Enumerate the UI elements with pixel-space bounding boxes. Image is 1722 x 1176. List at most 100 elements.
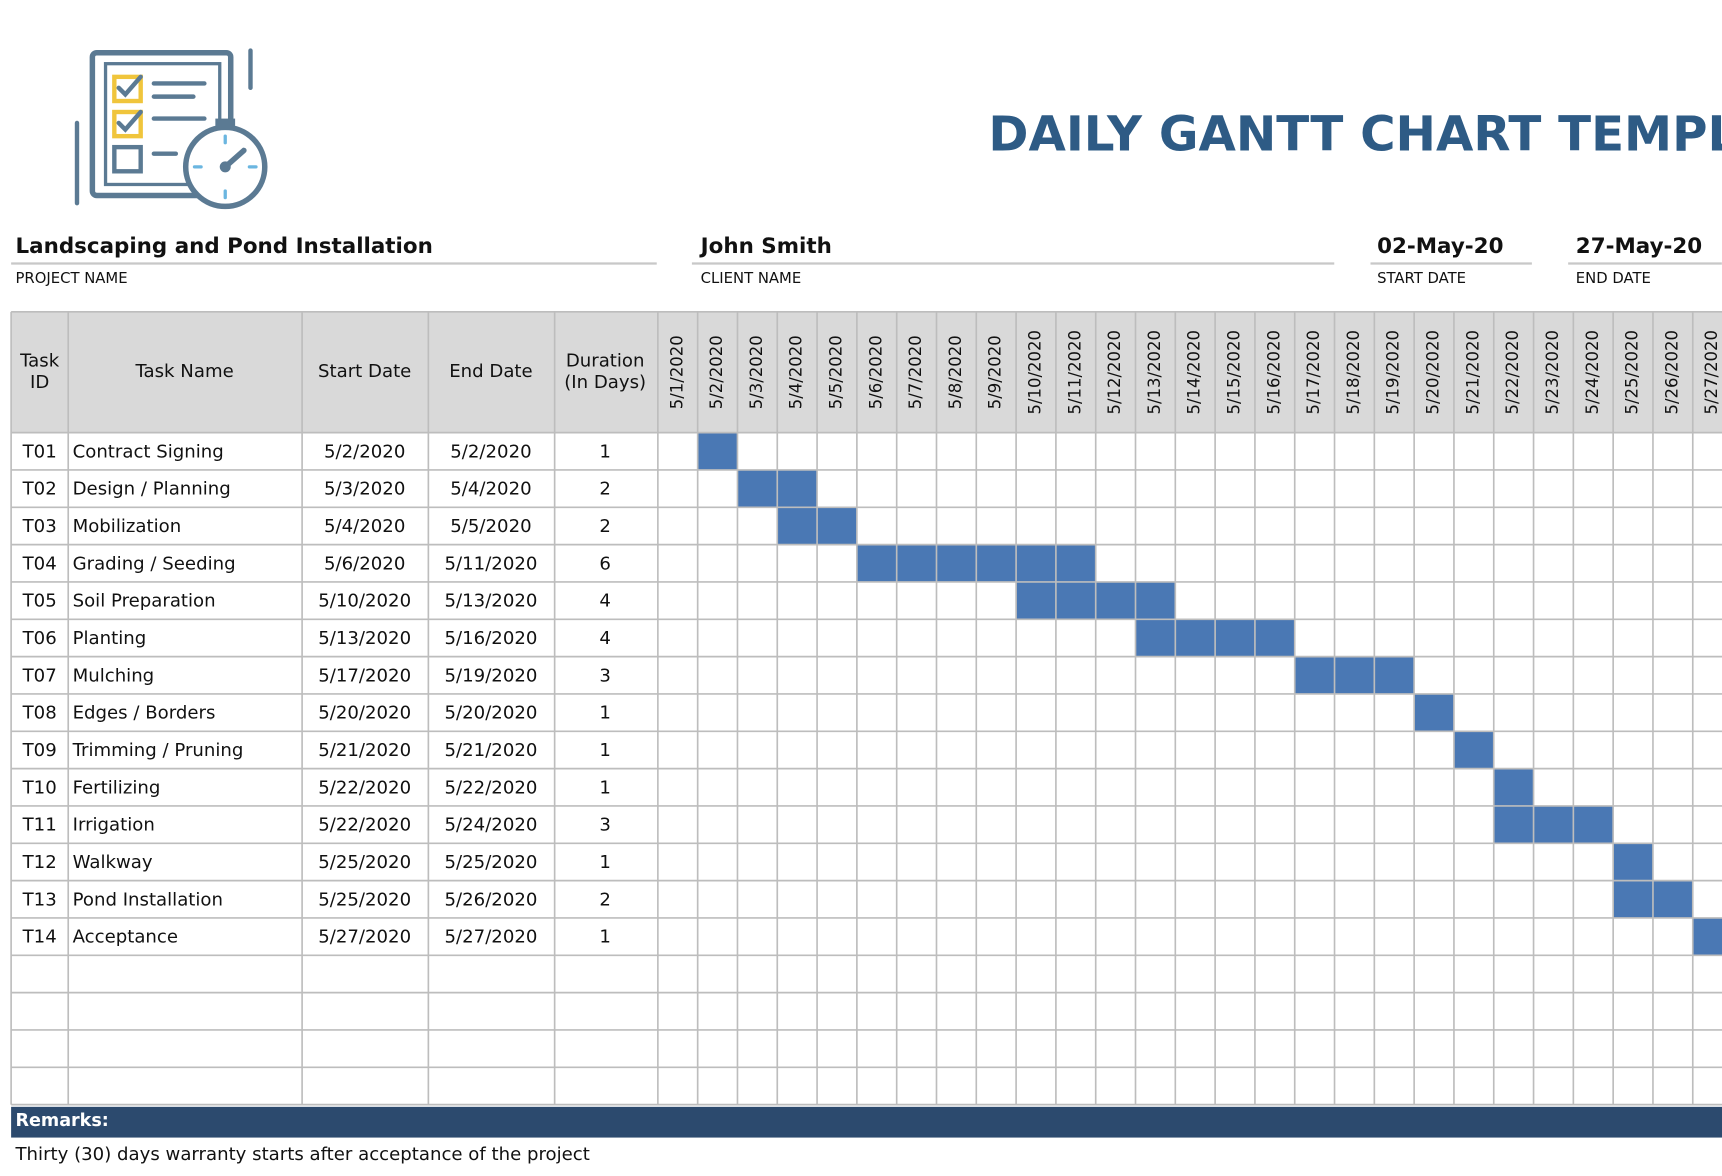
table-cell: 5/20/2020	[445, 703, 538, 724]
table-cell: 5/25/2020	[318, 889, 411, 910]
date-header: 5/25/2020	[1623, 330, 1642, 414]
table-cell: T09	[22, 740, 57, 761]
header-bg	[11, 311, 1722, 433]
column-header: Task ID	[19, 350, 60, 393]
gantt-cell	[1135, 581, 1176, 620]
end-date: 27-May-20	[1576, 234, 1702, 259]
date-header: 5/8/2020	[946, 335, 965, 409]
date-header: 5/1/2020	[667, 335, 686, 409]
date-header: 5/26/2020	[1662, 330, 1681, 414]
gantt-cell	[1652, 880, 1693, 918]
gantt-cell	[1254, 619, 1295, 657]
date-header: 5/17/2020	[1304, 330, 1323, 414]
date-header: 5/23/2020	[1543, 330, 1562, 414]
date-header: 5/14/2020	[1185, 330, 1204, 414]
gantt-cell	[1135, 619, 1176, 657]
date-header: 5/7/2020	[906, 335, 925, 409]
table-cell: 2	[599, 889, 611, 910]
table-cell: 5/13/2020	[318, 628, 411, 649]
date-header: 5/24/2020	[1583, 330, 1602, 414]
date-header: 5/3/2020	[747, 335, 766, 409]
gantt-cell	[1055, 544, 1096, 582]
table-cell: 1	[599, 441, 611, 462]
table-cell: T10	[22, 777, 57, 798]
table-cell: 5/22/2020	[445, 777, 538, 798]
gantt-cell	[1613, 843, 1653, 881]
table-cell: 5/25/2020	[318, 852, 411, 873]
table-cell: 5/11/2020	[445, 553, 538, 574]
table-cell: 1	[599, 740, 611, 761]
table-cell: T08	[22, 703, 57, 724]
gantt-cell	[1055, 581, 1096, 620]
table-cell: Fertilizing	[73, 777, 161, 798]
table-cell: T07	[22, 665, 57, 686]
table-cell: T13	[22, 889, 57, 910]
table-cell: 5/22/2020	[318, 777, 411, 798]
table-cell: 5/24/2020	[445, 815, 538, 836]
table-cell: T11	[22, 815, 57, 836]
gantt-cell	[856, 544, 897, 582]
gantt-cell	[1215, 619, 1255, 657]
date-header: 5/11/2020	[1065, 330, 1084, 414]
gantt-cell	[1493, 768, 1534, 806]
table-cell: Mulching	[73, 665, 155, 686]
table-cell: Contract Signing	[73, 441, 224, 462]
table-cell: Mobilization	[73, 516, 182, 537]
start-date: 02-May-20	[1377, 234, 1503, 259]
project-name: Landscaping and Pond Installation	[16, 234, 433, 259]
gantt-cell	[737, 469, 778, 508]
table-cell: Acceptance	[73, 927, 178, 948]
table-cell: 1	[599, 852, 611, 873]
gantt-cell	[1533, 805, 1574, 844]
table-cell: T04	[22, 553, 57, 574]
table-cell: Edges / Borders	[73, 703, 216, 724]
table-cell: 5/20/2020	[318, 703, 411, 724]
table-cell: T02	[22, 479, 57, 500]
gantt-cell	[1016, 544, 1056, 582]
table-cell: 1	[599, 703, 611, 724]
table-cell: 4	[599, 628, 611, 649]
field-label: START DATE	[1377, 270, 1466, 287]
page-title: DAILY GANTT CHART TEMPLATE	[988, 106, 1722, 162]
table-cell: 6	[599, 553, 611, 574]
gantt-cell	[936, 544, 977, 582]
date-header: 5/15/2020	[1225, 330, 1244, 414]
table-cell: 5/17/2020	[318, 665, 411, 686]
table-cell: 2	[599, 516, 611, 537]
table-cell: 5/25/2020	[445, 852, 538, 873]
field-label: PROJECT NAME	[16, 270, 128, 287]
date-header: 5/19/2020	[1384, 330, 1403, 414]
gantt-cell	[1573, 805, 1614, 844]
gantt-cell	[896, 544, 937, 582]
table-cell: 3	[599, 815, 611, 836]
remarks-bar	[11, 1106, 1722, 1138]
table-cell: Grading / Seeding	[73, 553, 236, 574]
gantt-cell	[976, 544, 1017, 582]
table-cell: Irrigation	[73, 815, 155, 836]
date-header: 5/20/2020	[1424, 330, 1443, 414]
column-header: Start Date	[318, 361, 411, 382]
client-name: John Smith	[699, 234, 832, 259]
table-cell: 5/21/2020	[318, 740, 411, 761]
table-cell: T03	[22, 516, 57, 537]
gantt-cell	[1453, 731, 1494, 769]
date-header: 5/21/2020	[1463, 330, 1482, 414]
table-cell: 5/4/2020	[450, 479, 531, 500]
table-cell: 5/27/2020	[318, 927, 411, 948]
table-cell: Planting	[73, 628, 147, 649]
table-cell: 5/22/2020	[318, 815, 411, 836]
table-cell: T06	[22, 628, 57, 649]
date-header: 5/4/2020	[787, 335, 806, 409]
date-header: 5/22/2020	[1503, 330, 1522, 414]
gantt-cell	[1613, 880, 1653, 918]
date-header: 5/27/2020	[1702, 330, 1721, 414]
date-header: 5/13/2020	[1145, 330, 1164, 414]
gantt-cell	[697, 432, 738, 470]
table-cell: T05	[22, 591, 57, 612]
gantt-cell	[1016, 581, 1056, 620]
table-cell: 5/3/2020	[324, 479, 405, 500]
table-cell: 5/19/2020	[445, 665, 538, 686]
table-cell: Trimming / Pruning	[72, 740, 244, 761]
table-cell: 1	[599, 927, 611, 948]
